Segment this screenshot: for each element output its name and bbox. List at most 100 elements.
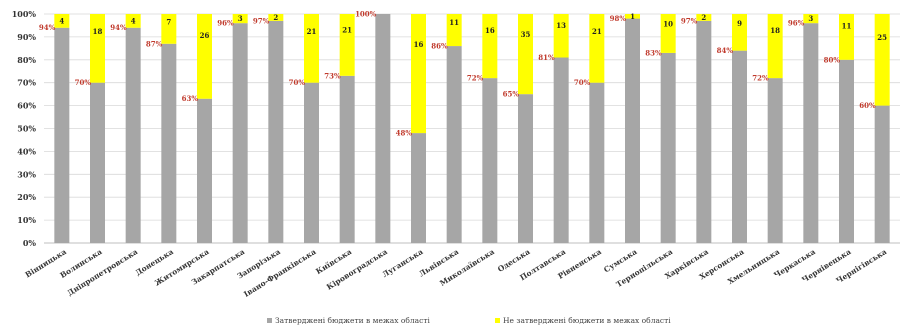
not-approved-count-label: 26 <box>200 31 210 40</box>
bar-approved <box>411 133 426 243</box>
percent-label: 81% <box>538 53 555 62</box>
bar-approved <box>161 43 177 243</box>
not-approved-count-label: 2 <box>273 13 278 22</box>
bar-not-approved <box>589 14 605 83</box>
bar-not-approved <box>839 14 854 60</box>
not-approved-count-label: 21 <box>307 27 317 36</box>
y-tick-label: 50% <box>17 124 36 134</box>
percent-label: 87% <box>146 39 163 48</box>
bar-not-approved <box>304 14 319 83</box>
not-approved-count-label: 25 <box>877 33 887 42</box>
bar-not-approved <box>197 14 212 99</box>
not-approved-count-label: 3 <box>808 14 813 23</box>
percent-label: 97% <box>253 16 270 25</box>
y-axis: 0% 10% 20% 30% 40% 50% 60% 70% 80% 90% 100% <box>12 9 900 248</box>
bar-not-approved <box>268 14 284 21</box>
bar-approved <box>482 78 498 244</box>
bar-not-approved <box>54 14 70 28</box>
bar-approved <box>874 105 890 243</box>
percent-label: 73% <box>324 71 341 80</box>
legend-label-approved: Затверджені бюджети в межах області <box>275 316 430 325</box>
not-approved-count-label: 16 <box>414 40 424 49</box>
legend-label-not-approved: Не затверджені бюджети в межах області <box>503 316 671 325</box>
stacked-bar-chart: 0% 10% 20% 30% 40% 50% 60% 70% 80% 90% 100% 94% 4 70… <box>12 9 900 299</box>
bar-approved <box>375 14 391 243</box>
bar-not-approved <box>803 14 819 24</box>
not-approved-count-label: 1 <box>630 12 635 21</box>
not-approved-count-label: 2 <box>701 13 706 22</box>
percent-label: 65% <box>503 90 520 99</box>
bar-approved <box>696 20 712 244</box>
not-approved-count-label: 7 <box>166 17 171 26</box>
legend-item-not-approved: Не затверджені бюджети в межах області <box>495 316 671 325</box>
not-approved-count-label: 4 <box>131 16 136 25</box>
percent-label: 98% <box>610 14 627 23</box>
bar-not-approved <box>874 14 890 106</box>
bar-not-approved <box>232 14 248 24</box>
bar-not-approved <box>696 14 712 21</box>
percent-label: 86% <box>431 42 448 51</box>
percent-label: 72% <box>752 74 769 83</box>
bar-not-approved <box>732 14 747 51</box>
not-approved-count-label: 4 <box>59 16 64 25</box>
legend-item-approved: Затверджені бюджети в межах області <box>267 316 430 325</box>
y-tick-label: 100% <box>12 9 37 19</box>
percent-label: 70% <box>574 78 591 87</box>
percent-label: 97% <box>681 16 698 25</box>
bar-approved <box>518 94 533 244</box>
percent-label: 96% <box>217 19 234 28</box>
y-tick-label: 70% <box>17 78 36 88</box>
bar-approved <box>232 23 248 243</box>
bar-approved <box>625 18 640 243</box>
bar-approved <box>839 59 854 243</box>
percent-label: 100% <box>355 10 377 19</box>
legend-swatch-not-approved <box>495 318 500 323</box>
percent-label: 70% <box>289 78 306 87</box>
percent-label: 84% <box>717 46 734 55</box>
bar-not-approved <box>767 14 783 79</box>
bar-approved <box>732 50 747 243</box>
bar-approved <box>54 27 70 243</box>
bar-approved <box>339 75 355 243</box>
bar-not-approved <box>482 14 498 79</box>
y-tick-label: 0% <box>23 238 37 248</box>
not-approved-count-label: 11 <box>449 18 459 27</box>
bar-not-approved <box>411 14 426 134</box>
x-category-label: Кіровоградська <box>325 247 389 292</box>
bar-not-approved <box>446 14 462 47</box>
bar-not-approved <box>125 14 141 28</box>
percent-label: 72% <box>467 74 484 83</box>
bar-not-approved <box>161 14 177 44</box>
not-approved-count-label: 18 <box>93 27 103 36</box>
y-tick-label: 40% <box>17 146 36 156</box>
y-tick-label: 30% <box>17 169 36 179</box>
bar-approved <box>125 27 141 243</box>
not-approved-count-label: 18 <box>770 26 780 35</box>
percent-label: 96% <box>788 19 805 28</box>
not-approved-count-label: 3 <box>238 14 243 23</box>
bar-approved <box>803 23 819 243</box>
not-approved-count-label: 21 <box>592 27 602 36</box>
percent-label: 48% <box>396 129 413 138</box>
bar-not-approved <box>90 14 105 83</box>
y-tick-label: 80% <box>17 55 36 65</box>
bar-approved <box>589 82 605 243</box>
not-approved-count-label: 35 <box>521 30 531 39</box>
not-approved-count-label: 10 <box>663 20 673 29</box>
y-tick-label: 20% <box>17 192 36 202</box>
y-tick-label: 90% <box>17 32 36 42</box>
bar-approved <box>446 46 462 244</box>
bar-approved <box>90 82 105 243</box>
y-tick-label: 10% <box>17 215 36 225</box>
bar-approved <box>660 52 676 244</box>
bar-approved <box>197 98 212 243</box>
percent-label: 94% <box>110 23 127 32</box>
not-approved-count-label: 21 <box>342 25 352 34</box>
legend: Затверджені бюджети в межах області Не з… <box>0 316 901 327</box>
percent-label: 80% <box>824 55 841 64</box>
not-approved-count-label: 9 <box>737 19 742 28</box>
y-tick-label: 60% <box>17 101 36 111</box>
not-approved-count-label: 13 <box>556 21 566 30</box>
bar-not-approved <box>553 14 569 58</box>
bar-approved <box>304 82 319 243</box>
